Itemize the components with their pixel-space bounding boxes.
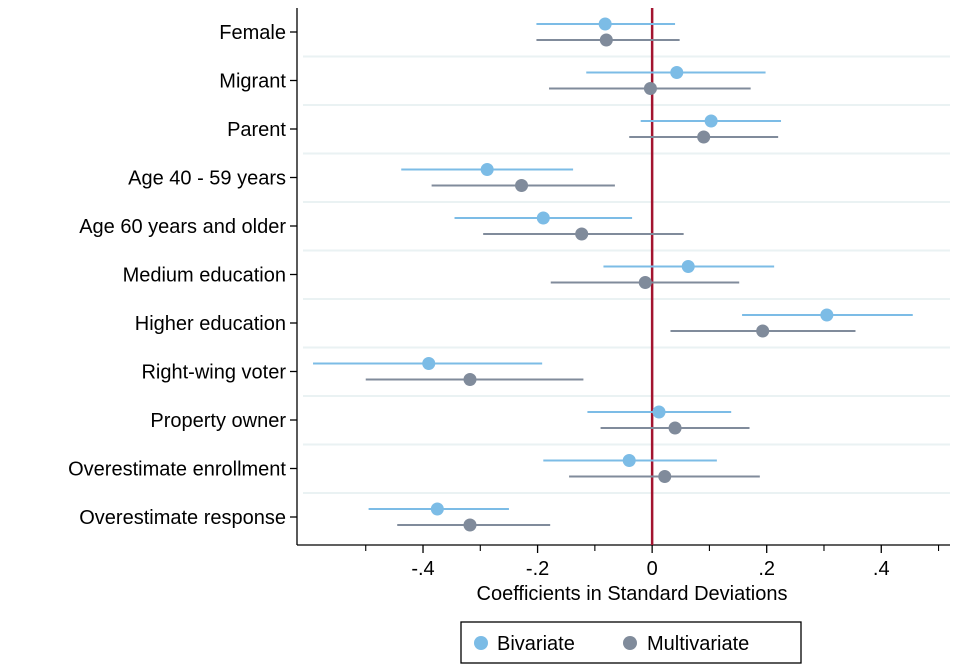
y-tick-label-age-60-years-and-older: Age 60 years and older	[79, 216, 286, 238]
x-tick-label-3: .2	[758, 558, 775, 580]
point-multivariate-right-wing-voter	[463, 373, 477, 386]
series-bivariate	[313, 17, 913, 516]
labels-layer: Female Migrant Parent Age 40 - 59 years Age …	[68, 22, 889, 580]
legend: Bivariate Multivariate	[460, 621, 802, 664]
y-tick-label-overestimate-enrollment: Overestimate enrollment	[68, 459, 286, 481]
x-tick-label-4: .4	[873, 558, 890, 580]
y-tick-label-female: Female	[219, 22, 286, 44]
x-tick-label-2: 0	[647, 558, 658, 580]
point-multivariate-age-60-years-and-older	[575, 227, 589, 241]
series-layer	[313, 17, 913, 532]
point-bivariate-female	[598, 17, 612, 31]
legend-marker-bivariate	[474, 636, 488, 650]
point-bivariate-overestimate-enrollment	[622, 454, 636, 467]
point-multivariate-higher-education	[756, 324, 770, 338]
point-multivariate-age-40-59-years	[515, 179, 529, 192]
axes	[290, 8, 950, 553]
gridlines	[303, 55, 950, 494]
point-bivariate-overestimate-response	[430, 502, 444, 516]
point-bivariate-parent	[704, 114, 718, 128]
y-tick-label-right-wing-voter: Right-wing voter	[141, 362, 286, 384]
point-bivariate-age-60-years-and-older	[536, 211, 550, 225]
point-multivariate-overestimate-response	[463, 518, 477, 532]
point-bivariate-age-40-59-years	[480, 163, 494, 176]
y-tick-label-parent: Parent	[227, 119, 286, 141]
point-multivariate-migrant	[643, 82, 657, 95]
point-bivariate-migrant	[670, 66, 684, 79]
legend-label-bivariate: Bivariate	[497, 633, 575, 655]
y-tick-label-medium-education: Medium education	[123, 265, 286, 287]
legend-label-multivariate: Multivariate	[647, 633, 749, 655]
point-multivariate-parent	[697, 130, 711, 144]
point-bivariate-right-wing-voter	[422, 357, 436, 370]
x-axis-title: Coefficients in Standard Deviations	[477, 583, 788, 605]
point-multivariate-medium-education	[638, 276, 652, 289]
point-bivariate-higher-education	[820, 308, 834, 322]
x-tick-label-1: -.2	[526, 558, 549, 580]
point-multivariate-female	[599, 33, 613, 47]
y-tick-label-age-40-59-years: Age 40 - 59 years	[128, 168, 286, 190]
y-tick-label-property-owner: Property owner	[150, 410, 286, 432]
series-multivariate	[365, 33, 856, 532]
y-tick-label-overestimate-response: Overestimate response	[79, 507, 286, 529]
y-tick-label-migrant: Migrant	[219, 71, 286, 93]
point-bivariate-property-owner	[652, 405, 666, 419]
legend-marker-multivariate	[623, 636, 637, 650]
point-multivariate-overestimate-enrollment	[658, 470, 672, 483]
x-tick-label-0: -.4	[411, 558, 434, 580]
y-tick-label-higher-education: Higher education	[135, 313, 286, 335]
point-multivariate-property-owner	[668, 421, 682, 435]
point-bivariate-medium-education	[681, 260, 695, 273]
